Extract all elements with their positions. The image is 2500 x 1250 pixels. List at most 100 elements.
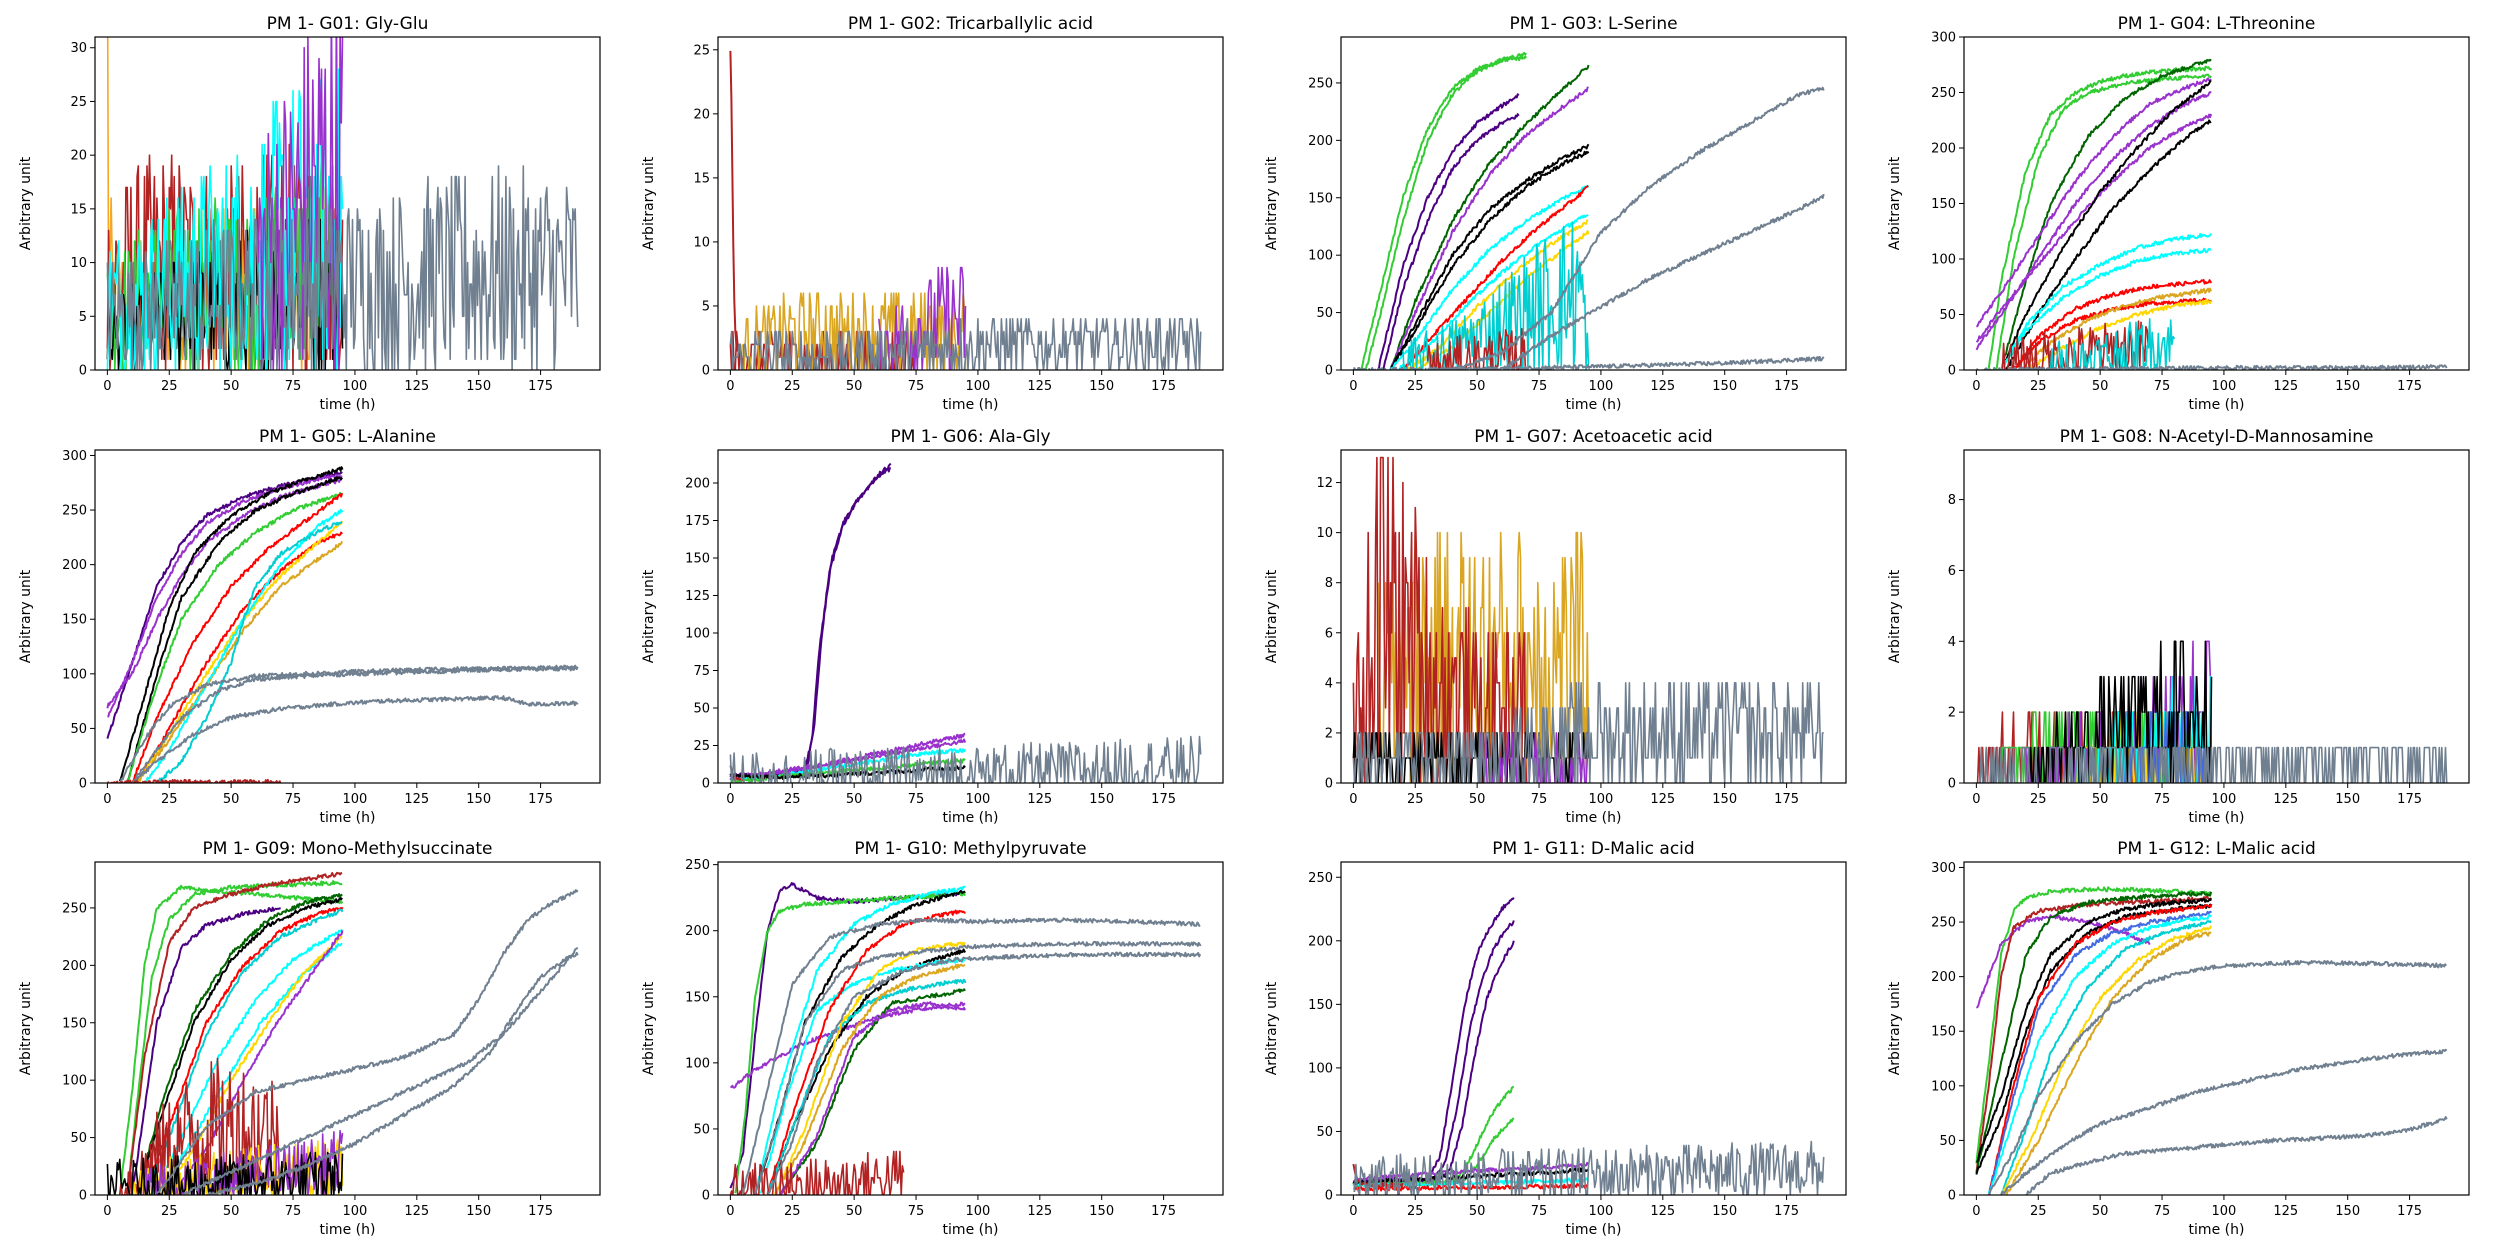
y-tick-label: 50 <box>693 702 710 717</box>
y-tick-label: 0 <box>702 777 710 792</box>
series-line-9 <box>766 978 967 1194</box>
series-line-1 <box>1364 51 1527 370</box>
x-tick-label: 125 <box>2273 792 2298 807</box>
x-tick-label: 150 <box>2335 792 2360 807</box>
x-tick-label: 175 <box>1774 379 1799 394</box>
x-tick-label: 100 <box>2212 792 2237 807</box>
y-axis-label: Arbitrary unit <box>1264 156 1280 250</box>
plot-frame <box>1340 449 1847 784</box>
series-line-7 <box>2025 640 2213 783</box>
panel-title: PM 1- G03: L-Serine <box>1509 14 1677 34</box>
panel-1: PM 1- G01: Gly-Glu 0 25 50 75 100 125 150 175 0 5 1… <box>18 14 601 413</box>
series-line-11 <box>1353 1140 1825 1195</box>
x-tick-label: 150 <box>1089 379 1114 394</box>
y-axis-label: Arbitrary unit <box>641 156 657 250</box>
series-line-13 <box>1988 960 2448 1195</box>
series-line-5 <box>1352 681 1824 783</box>
y-tick-label: 100 <box>685 1056 710 1071</box>
y-tick-label: 250 <box>62 504 87 519</box>
y-tick-label: 50 <box>70 722 87 737</box>
y-tick-label: 6 <box>1948 564 1956 579</box>
y-axis-label: Arbitrary unit <box>18 156 34 250</box>
x-tick-label: 175 <box>2397 1204 2422 1219</box>
x-tick-label: 175 <box>2397 792 2422 807</box>
series-line-11 <box>144 508 344 783</box>
panel-title: PM 1- G02: Tricarballylic acid <box>848 14 1093 34</box>
series-line-7 <box>1389 143 1590 370</box>
y-tick-label: 100 <box>62 667 87 682</box>
x-tick-label: 25 <box>2030 1204 2047 1219</box>
x-tick-label: 100 <box>2212 1204 2237 1219</box>
x-tick-label: 25 <box>784 379 801 394</box>
y-tick-label: 4 <box>1948 635 1956 650</box>
x-tick-label: 25 <box>161 1204 178 1219</box>
series-group <box>106 871 579 1195</box>
y-tick-label: 20 <box>70 149 87 164</box>
series-line-17 <box>1502 193 1825 370</box>
y-tick-label: 100 <box>685 627 710 642</box>
series-line-8 <box>1976 746 2448 783</box>
x-tick-label: 150 <box>2335 1204 2360 1219</box>
y-tick-label: 200 <box>1931 970 1956 985</box>
x-tick-label: 0 <box>1349 1204 1357 1219</box>
y-tick-label: 2 <box>1948 706 1956 721</box>
series-line-7 <box>2000 80 2212 370</box>
series-line-3 <box>1377 93 1520 370</box>
y-tick-label: 15 <box>70 202 87 217</box>
x-tick-label: 150 <box>1712 792 1737 807</box>
x-tick-label: 50 <box>2092 792 2109 807</box>
y-tick-label: 50 <box>1316 306 1333 321</box>
series-line-6 <box>136 896 343 1195</box>
series-line-2 <box>1995 73 2212 370</box>
plot-frame <box>717 861 1224 1196</box>
x-tick-label: 75 <box>1531 379 1548 394</box>
y-tick-label: 100 <box>1308 1061 1333 1076</box>
series-line-4 <box>1976 77 2212 328</box>
x-tick-label: 50 <box>1469 792 1486 807</box>
x-tick-label: 150 <box>1089 792 1114 807</box>
x-tick-label: 100 <box>2212 379 2237 394</box>
series-line-4 <box>1382 113 1520 370</box>
y-tick-label: 0 <box>79 364 87 379</box>
y-tick-label: 250 <box>685 858 710 873</box>
x-tick-label: 100 <box>1589 792 1614 807</box>
series-line-6 <box>1389 86 1589 370</box>
x-tick-label: 150 <box>466 1204 491 1219</box>
y-tick-label: 200 <box>62 558 87 573</box>
x-tick-label: 50 <box>1469 1204 1486 1219</box>
series-line-2 <box>1352 456 1528 783</box>
y-axis-label: Arbitrary unit <box>18 569 34 663</box>
x-axis-label: time (h) <box>320 1222 376 1238</box>
x-tick-label: 175 <box>1774 792 1799 807</box>
series-line-12 <box>779 988 966 1195</box>
series-line-1 <box>729 50 739 352</box>
series-line-5 <box>766 948 967 1195</box>
x-tick-label: 125 <box>404 792 429 807</box>
x-tick-label: 0 <box>726 1204 734 1219</box>
y-axis-label: Arbitrary unit <box>1887 569 1903 663</box>
x-tick-label: 175 <box>1151 379 1176 394</box>
y-tick-label: 300 <box>62 449 87 464</box>
x-tick-label: 100 <box>966 379 991 394</box>
y-tick-label: 200 <box>685 924 710 939</box>
series-line-8 <box>1389 150 1590 370</box>
series-line-7 <box>1988 903 2213 1195</box>
panel-10: PM 1- G10: Methylpyruvate 0 25 50 75 100 125 15… <box>641 839 1224 1238</box>
y-tick-label: 6 <box>1325 626 1333 641</box>
series-group <box>729 50 1202 370</box>
series-line-5 <box>126 476 343 783</box>
plot-frame <box>1340 861 1847 1196</box>
y-tick-label: 250 <box>62 901 87 916</box>
series-line-6 <box>255 37 344 370</box>
x-tick-label: 125 <box>1027 1204 1052 1219</box>
series-line-14 <box>2000 1048 2448 1195</box>
series-line-2 <box>126 880 343 1195</box>
x-tick-label: 0 <box>726 792 734 807</box>
x-tick-label: 0 <box>726 379 734 394</box>
x-tick-label: 25 <box>784 792 801 807</box>
x-tick-label: 50 <box>846 1204 863 1219</box>
series-line-13 <box>2020 287 2213 370</box>
y-tick-label: 0 <box>702 1189 710 1204</box>
y-tick-label: 12 <box>1316 476 1333 491</box>
y-tick-label: 50 <box>1939 1134 1956 1149</box>
